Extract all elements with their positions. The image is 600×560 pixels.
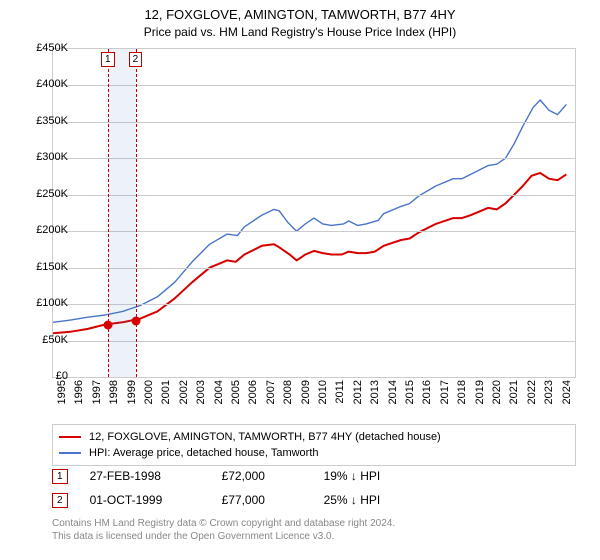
x-tick-label: 2022 bbox=[526, 380, 538, 404]
x-tick-label: 2012 bbox=[352, 380, 364, 404]
x-tick-label: 2005 bbox=[230, 380, 242, 404]
x-tick-label: 2024 bbox=[561, 380, 573, 404]
event-date-1: 27-FEB-1998 bbox=[90, 469, 200, 483]
y-tick-label: £150K bbox=[36, 261, 68, 273]
x-tick-label: 2006 bbox=[247, 380, 259, 404]
y-tick-label: £300K bbox=[36, 151, 68, 163]
event-badge-1: 1 bbox=[101, 52, 115, 67]
x-tick-label: 2007 bbox=[265, 380, 277, 404]
chart-plot-area bbox=[52, 48, 576, 378]
x-tick-label: 2003 bbox=[195, 380, 207, 404]
legend: 12, FOXGLOVE, AMINGTON, TAMWORTH, B77 4H… bbox=[52, 424, 576, 466]
x-tick-label: 2013 bbox=[369, 380, 381, 404]
legend-label-hpi: HPI: Average price, detached house, Tamw… bbox=[89, 447, 319, 459]
x-tick-label: 1999 bbox=[126, 380, 138, 404]
legend-swatch-subject bbox=[59, 436, 81, 438]
y-tick-label: £200K bbox=[36, 224, 68, 236]
event-delta-1: 19% ↓ HPI bbox=[324, 469, 381, 483]
event-index-2: 2 bbox=[52, 493, 68, 508]
x-tick-label: 2009 bbox=[300, 380, 312, 404]
x-tick-label: 2000 bbox=[143, 380, 155, 404]
event-badge-2: 2 bbox=[129, 52, 143, 67]
event-index-1: 1 bbox=[52, 469, 68, 484]
footnote: Contains HM Land Registry data © Crown c… bbox=[52, 518, 576, 543]
x-tick-label: 2008 bbox=[282, 380, 294, 404]
event-row-2: 2 01-OCT-1999 £77,000 25% ↓ HPI bbox=[52, 490, 576, 510]
x-tick-label: 2014 bbox=[387, 380, 399, 404]
event-delta-2: 25% ↓ HPI bbox=[324, 493, 381, 507]
footnote-line1: Contains HM Land Registry data © Crown c… bbox=[52, 518, 576, 531]
legend-item-hpi: HPI: Average price, detached house, Tamw… bbox=[59, 445, 569, 461]
title-main: 12, FOXGLOVE, AMINGTON, TAMWORTH, B77 4H… bbox=[0, 6, 600, 24]
x-tick-label: 2016 bbox=[421, 380, 433, 404]
event-row-1: 1 27-FEB-1998 £72,000 19% ↓ HPI bbox=[52, 466, 576, 486]
event-vline-2 bbox=[136, 49, 137, 377]
y-tick-label: £350K bbox=[36, 115, 68, 127]
x-tick-label: 2002 bbox=[178, 380, 190, 404]
legend-swatch-hpi bbox=[59, 452, 81, 454]
x-tick-label: 2019 bbox=[474, 380, 486, 404]
event-date-2: 01-OCT-1999 bbox=[90, 493, 200, 507]
x-tick-label: 2018 bbox=[456, 380, 468, 404]
legend-label-subject: 12, FOXGLOVE, AMINGTON, TAMWORTH, B77 4H… bbox=[89, 431, 441, 443]
x-tick-label: 1998 bbox=[108, 380, 120, 404]
x-tick-label: 2023 bbox=[543, 380, 555, 404]
title-block: 12, FOXGLOVE, AMINGTON, TAMWORTH, B77 4H… bbox=[0, 0, 600, 40]
event-dot-2 bbox=[131, 316, 140, 325]
y-tick-label: £400K bbox=[36, 78, 68, 90]
x-tick-label: 2015 bbox=[404, 380, 416, 404]
x-tick-label: 2020 bbox=[491, 380, 503, 404]
title-sub: Price paid vs. HM Land Registry's House … bbox=[0, 24, 600, 40]
x-tick-label: 2001 bbox=[160, 380, 172, 404]
legend-item-subject: 12, FOXGLOVE, AMINGTON, TAMWORTH, B77 4H… bbox=[59, 429, 569, 445]
x-tick-label: 2011 bbox=[334, 380, 346, 404]
x-tick-label: 2010 bbox=[317, 380, 329, 404]
event-price-1: £72,000 bbox=[222, 469, 302, 483]
y-tick-label: £50K bbox=[42, 334, 68, 346]
event-dot-1 bbox=[103, 320, 112, 329]
y-tick-label: £100K bbox=[36, 297, 68, 309]
y-tick-label: £250K bbox=[36, 188, 68, 200]
x-tick-label: 1997 bbox=[91, 380, 103, 404]
x-tick-label: 2004 bbox=[213, 380, 225, 404]
events-table: 1 27-FEB-1998 £72,000 19% ↓ HPI 2 01-OCT… bbox=[52, 466, 576, 514]
event-band bbox=[108, 49, 136, 377]
x-tick-label: 1995 bbox=[56, 380, 68, 404]
event-price-2: £77,000 bbox=[222, 493, 302, 507]
y-tick-label: £450K bbox=[36, 42, 68, 54]
x-tick-label: 2017 bbox=[439, 380, 451, 404]
footnote-line2: This data is licensed under the Open Gov… bbox=[52, 531, 576, 544]
x-tick-label: 2021 bbox=[508, 380, 520, 404]
chart-container: 12, FOXGLOVE, AMINGTON, TAMWORTH, B77 4H… bbox=[0, 0, 600, 560]
x-tick-label: 1996 bbox=[73, 380, 85, 404]
